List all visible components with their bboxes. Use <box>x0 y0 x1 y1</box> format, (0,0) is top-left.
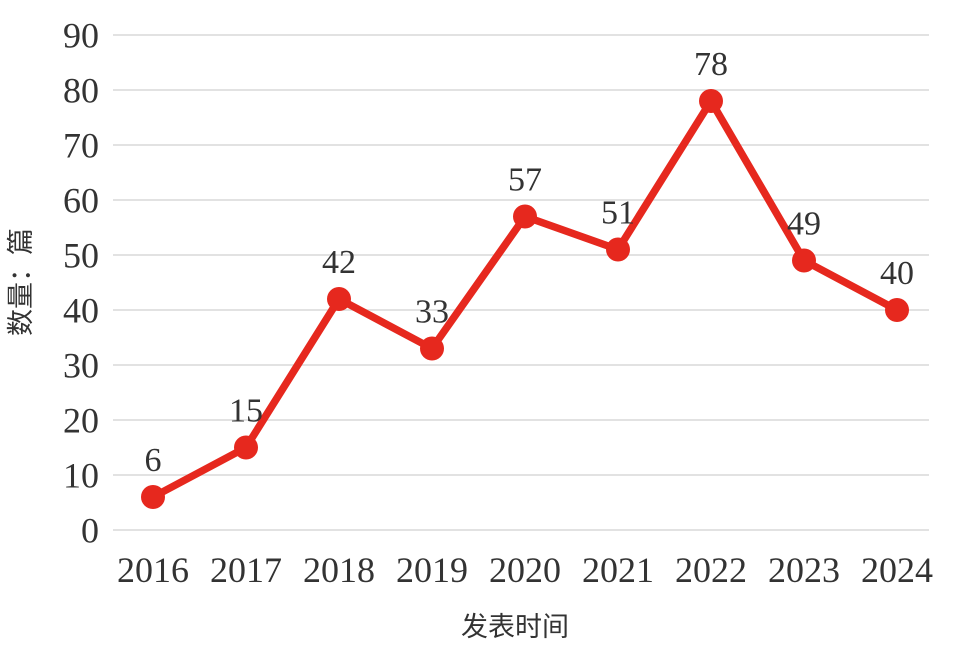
data-point-marker <box>234 435 258 460</box>
data-point-label: 49 <box>787 206 821 243</box>
y-tick-label: 10 <box>63 456 99 496</box>
x-tick-label: 2019 <box>396 550 468 590</box>
data-point-label: 40 <box>880 255 914 292</box>
data-point-marker <box>792 248 816 273</box>
data-point-marker <box>885 298 909 322</box>
gridlines <box>113 34 929 531</box>
data-point-label: 57 <box>508 162 542 199</box>
data-point-marker <box>327 287 351 311</box>
x-tick-label: 2016 <box>117 550 189 590</box>
data-point-labels: 6 15 42 33 57 51 78 49 40 <box>145 46 915 479</box>
x-tick-label: 2023 <box>768 550 840 590</box>
y-tick-label: 0 <box>81 511 99 551</box>
y-tick-label: 20 <box>63 401 99 441</box>
y-tick-label: 70 <box>63 126 99 166</box>
data-point-label: 78 <box>694 46 728 83</box>
data-point-label: 51 <box>601 195 635 232</box>
x-tick-label: 2021 <box>582 550 654 590</box>
x-tick-label: 2020 <box>489 550 561 590</box>
x-tick-label: 2024 <box>861 550 933 590</box>
x-tick-label: 2018 <box>303 550 375 590</box>
data-point-label: 15 <box>229 393 263 430</box>
data-point-marker <box>141 485 165 509</box>
data-point-label: 42 <box>322 244 356 281</box>
data-series <box>141 89 909 509</box>
y-axis-tick-labels: 0 10 20 30 40 50 60 70 80 90 <box>63 16 99 551</box>
data-point-marker <box>513 204 537 229</box>
y-tick-label: 50 <box>63 236 99 276</box>
x-tick-label: 2022 <box>675 550 747 590</box>
data-point-label: 33 <box>415 294 449 331</box>
data-point-marker <box>606 237 630 262</box>
y-tick-label: 40 <box>63 291 99 331</box>
y-tick-label: 30 <box>63 346 99 386</box>
y-tick-label: 80 <box>63 71 99 111</box>
data-point-marker <box>699 89 723 113</box>
y-tick-label: 90 <box>63 16 99 56</box>
series-line <box>149 97 901 501</box>
x-tick-label: 2017 <box>210 550 282 590</box>
x-axis-tick-labels: 2016 2017 2018 2019 2020 2021 2022 2023 2024 <box>117 550 933 590</box>
y-axis-title: 数量：篇 <box>6 228 36 336</box>
y-tick-label: 60 <box>63 181 99 221</box>
x-axis-title: 发表时间 <box>461 612 569 642</box>
data-point-label: 6 <box>145 442 162 479</box>
data-point-marker <box>420 336 444 361</box>
